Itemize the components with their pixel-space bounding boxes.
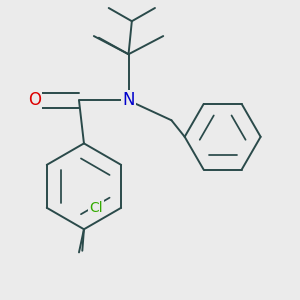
- Text: N: N: [122, 92, 135, 110]
- Text: O: O: [28, 92, 41, 110]
- Text: Cl: Cl: [89, 201, 103, 215]
